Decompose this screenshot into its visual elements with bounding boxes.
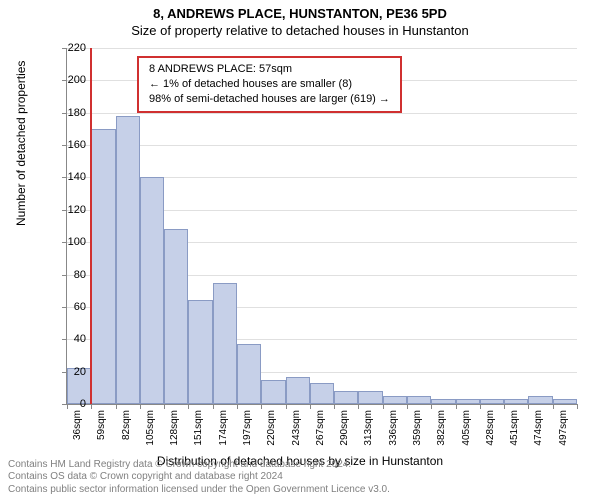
y-tick-label: 100 xyxy=(56,236,86,248)
grid-line xyxy=(67,145,577,146)
x-tick-label: 151sqm xyxy=(193,410,204,450)
y-tick-label: 140 xyxy=(56,171,86,183)
x-tick-label: 336sqm xyxy=(388,410,399,450)
x-tick-mark xyxy=(407,404,408,409)
bar xyxy=(456,399,480,404)
x-tick-label: 174sqm xyxy=(218,410,229,450)
annotation-box: 8 ANDREWS PLACE: 57sqm ← 1% of detached … xyxy=(137,56,402,113)
x-tick-label: 82sqm xyxy=(121,410,132,450)
title-sub: Size of property relative to detached ho… xyxy=(0,21,600,38)
footer: Contains HM Land Registry data © Crown c… xyxy=(8,459,390,497)
title-main: 8, ANDREWS PLACE, HUNSTANTON, PE36 5PD xyxy=(0,0,600,21)
y-tick-label: 160 xyxy=(56,139,86,151)
bar xyxy=(310,383,334,404)
x-tick-mark xyxy=(431,404,432,409)
bar xyxy=(383,396,407,404)
footer-line2: Contains OS data © Crown copyright and d… xyxy=(8,471,390,484)
x-tick-mark xyxy=(164,404,165,409)
x-tick-label: 497sqm xyxy=(558,410,569,450)
footer-line3: Contains public sector information licen… xyxy=(8,484,390,497)
x-tick-mark xyxy=(456,404,457,409)
marker-line xyxy=(90,48,92,404)
x-tick-label: 128sqm xyxy=(169,410,180,450)
y-tick-label: 80 xyxy=(56,269,86,281)
y-tick-label: 220 xyxy=(56,42,86,54)
bar xyxy=(407,396,431,404)
x-tick-label: 267sqm xyxy=(315,410,326,450)
x-tick-label: 36sqm xyxy=(72,410,83,450)
x-tick-mark xyxy=(383,404,384,409)
x-tick-mark xyxy=(334,404,335,409)
annotation-line2: ← 1% of detached houses are smaller (8) xyxy=(149,77,390,92)
grid-line xyxy=(67,48,577,49)
footer-line1: Contains HM Land Registry data © Crown c… xyxy=(8,459,390,472)
bar xyxy=(334,391,358,404)
bar xyxy=(188,300,212,404)
x-tick-label: 359sqm xyxy=(412,410,423,450)
x-tick-mark xyxy=(261,404,262,409)
x-tick-label: 105sqm xyxy=(145,410,156,450)
x-tick-mark xyxy=(553,404,554,409)
x-tick-mark xyxy=(91,404,92,409)
bar xyxy=(261,380,285,404)
y-tick-label: 180 xyxy=(56,107,86,119)
y-tick-label: 0 xyxy=(56,398,86,410)
y-tick-label: 200 xyxy=(56,74,86,86)
bar xyxy=(116,116,140,404)
x-tick-mark xyxy=(140,404,141,409)
x-tick-label: 243sqm xyxy=(291,410,302,450)
bar xyxy=(286,377,310,405)
x-tick-mark xyxy=(504,404,505,409)
x-tick-label: 197sqm xyxy=(242,410,253,450)
x-tick-label: 382sqm xyxy=(436,410,447,450)
x-tick-label: 313sqm xyxy=(363,410,374,450)
x-tick-label: 474sqm xyxy=(533,410,544,450)
x-tick-label: 451sqm xyxy=(509,410,520,450)
bar xyxy=(237,344,261,404)
x-tick-mark xyxy=(310,404,311,409)
bar xyxy=(91,129,115,404)
plot-area: 8 ANDREWS PLACE: 57sqm ← 1% of detached … xyxy=(66,48,577,405)
annotation-line1: 8 ANDREWS PLACE: 57sqm xyxy=(149,62,390,77)
x-tick-mark xyxy=(528,404,529,409)
bar xyxy=(213,283,237,404)
x-tick-mark xyxy=(188,404,189,409)
chart-container: 8, ANDREWS PLACE, HUNSTANTON, PE36 5PD S… xyxy=(0,0,600,500)
bar xyxy=(528,396,552,404)
x-tick-mark xyxy=(213,404,214,409)
bar xyxy=(553,399,577,404)
y-tick-label: 40 xyxy=(56,333,86,345)
bar xyxy=(480,399,504,404)
x-tick-mark xyxy=(480,404,481,409)
x-tick-label: 428sqm xyxy=(485,410,496,450)
annotation-line3: 98% of semi-detached houses are larger (… xyxy=(149,92,390,107)
bar xyxy=(358,391,382,404)
x-tick-mark xyxy=(116,404,117,409)
y-axis-label: Number of detached properties xyxy=(14,61,28,226)
x-tick-label: 59sqm xyxy=(96,410,107,450)
x-tick-mark xyxy=(577,404,578,409)
y-tick-label: 60 xyxy=(56,301,86,313)
y-tick-label: 20 xyxy=(56,366,86,378)
x-tick-mark xyxy=(237,404,238,409)
x-tick-label: 405sqm xyxy=(461,410,472,450)
bar xyxy=(431,399,455,404)
x-tick-label: 220sqm xyxy=(266,410,277,450)
bar xyxy=(140,177,164,404)
x-tick-label: 290sqm xyxy=(339,410,350,450)
x-tick-mark xyxy=(286,404,287,409)
y-tick-label: 120 xyxy=(56,204,86,216)
grid-line xyxy=(67,113,577,114)
x-tick-mark xyxy=(358,404,359,409)
bar xyxy=(164,229,188,404)
bar xyxy=(504,399,528,404)
